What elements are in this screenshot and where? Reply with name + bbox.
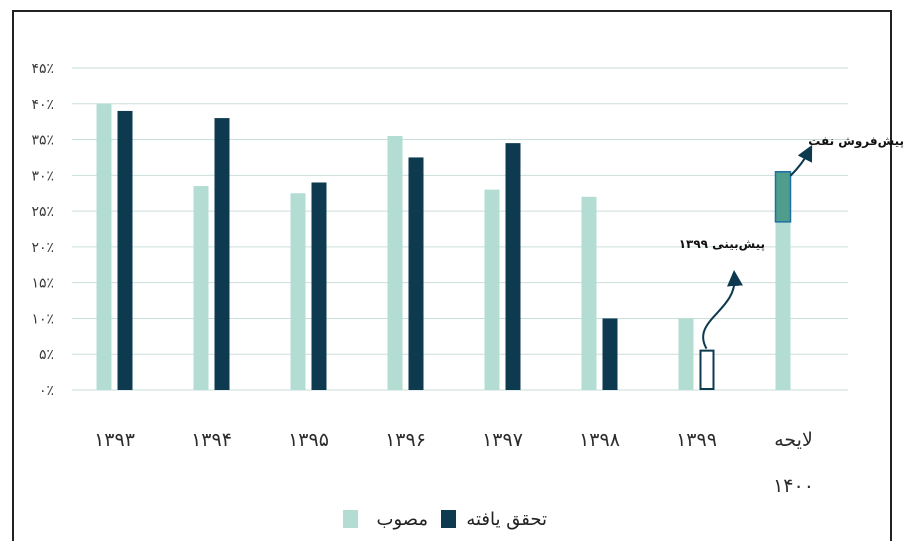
category-label: ۱۳۹۹ bbox=[676, 429, 717, 451]
bar-approved bbox=[96, 103, 112, 391]
legend-swatch-approved bbox=[343, 510, 358, 528]
bar-approved bbox=[581, 196, 597, 390]
bar-approved bbox=[484, 189, 500, 390]
y-axis-ticks: ۰٪ ۵٪ ۱۰٪ ۱۵٪ ۲۰٪ ۲۵٪ ۳۰٪ ۳۵٪ ۴۰٪ ۴۵٪ bbox=[31, 61, 54, 399]
bar-realized bbox=[214, 118, 230, 390]
oil-presale-arrow bbox=[789, 144, 813, 177]
bar-realized bbox=[311, 182, 327, 390]
category-label: ۱۳۹۷ bbox=[482, 429, 523, 451]
bar-realized-forecast bbox=[699, 349, 715, 390]
y-tick-label: ۴۵٪ bbox=[31, 61, 54, 77]
y-tick-label: ۰٪ bbox=[39, 383, 54, 399]
y-tick-label: ۲۰٪ bbox=[31, 240, 54, 256]
bar-approved bbox=[193, 186, 209, 390]
category-label: ۱۳۹۵ bbox=[288, 429, 329, 451]
bar-realized bbox=[505, 143, 521, 390]
legend-label-approved: مصوب bbox=[377, 509, 429, 530]
bar-realized bbox=[602, 318, 618, 390]
category-label: ۱۳۹۴ bbox=[191, 429, 232, 451]
forecast-label: پیش‌بینی ۱۳۹۹ bbox=[679, 237, 765, 251]
chart-frame bbox=[12, 10, 892, 541]
category-label: ۱۳۹۶ bbox=[385, 429, 426, 451]
forecast-arrow bbox=[702, 270, 743, 350]
y-tick-label: ۳۰٪ bbox=[31, 168, 54, 184]
category-label: ۱۳۹۳ bbox=[94, 429, 135, 451]
oil-presale-label: پیش‌فروش نفت bbox=[808, 134, 904, 149]
gridlines bbox=[72, 67, 848, 391]
y-tick-label: ۵٪ bbox=[39, 347, 54, 363]
y-tick-label: ۱۰٪ bbox=[31, 311, 54, 327]
bar-realized bbox=[117, 110, 133, 390]
bar-approved bbox=[290, 193, 306, 390]
bar-approved bbox=[775, 171, 791, 390]
y-tick-label: ۱۵٪ bbox=[31, 276, 54, 292]
annotations: پیش‌بینی ۱۳۹۹ پیش‌فروش نفت bbox=[679, 134, 904, 350]
bar-oil-presale bbox=[774, 171, 792, 223]
category-label: ۱۴۰۰ bbox=[773, 475, 814, 497]
legend: تحقق یافته مصوب bbox=[343, 509, 547, 530]
y-tick-label: ۴۰٪ bbox=[31, 97, 54, 113]
category-label: لایحه bbox=[774, 429, 813, 451]
bar-realized bbox=[408, 157, 424, 390]
bar-approved bbox=[387, 135, 403, 390]
legend-swatch-realized bbox=[441, 510, 456, 528]
bars bbox=[96, 103, 792, 391]
bar-approved bbox=[678, 318, 694, 390]
category-label: ۱۳۹۸ bbox=[579, 429, 620, 451]
legend-label-realized: تحقق یافته bbox=[466, 509, 547, 530]
y-tick-label: ۳۵٪ bbox=[31, 133, 54, 149]
x-axis-labels: ۱۳۹۳ ۱۳۹۴ ۱۳۹۵ ۱۳۹۶ ۱۳۹۷ ۱۳۹۸ ۱۳۹۹ لایحه ۱۴۰۰ bbox=[94, 429, 814, 497]
y-tick-label: ۲۵٪ bbox=[31, 204, 54, 220]
